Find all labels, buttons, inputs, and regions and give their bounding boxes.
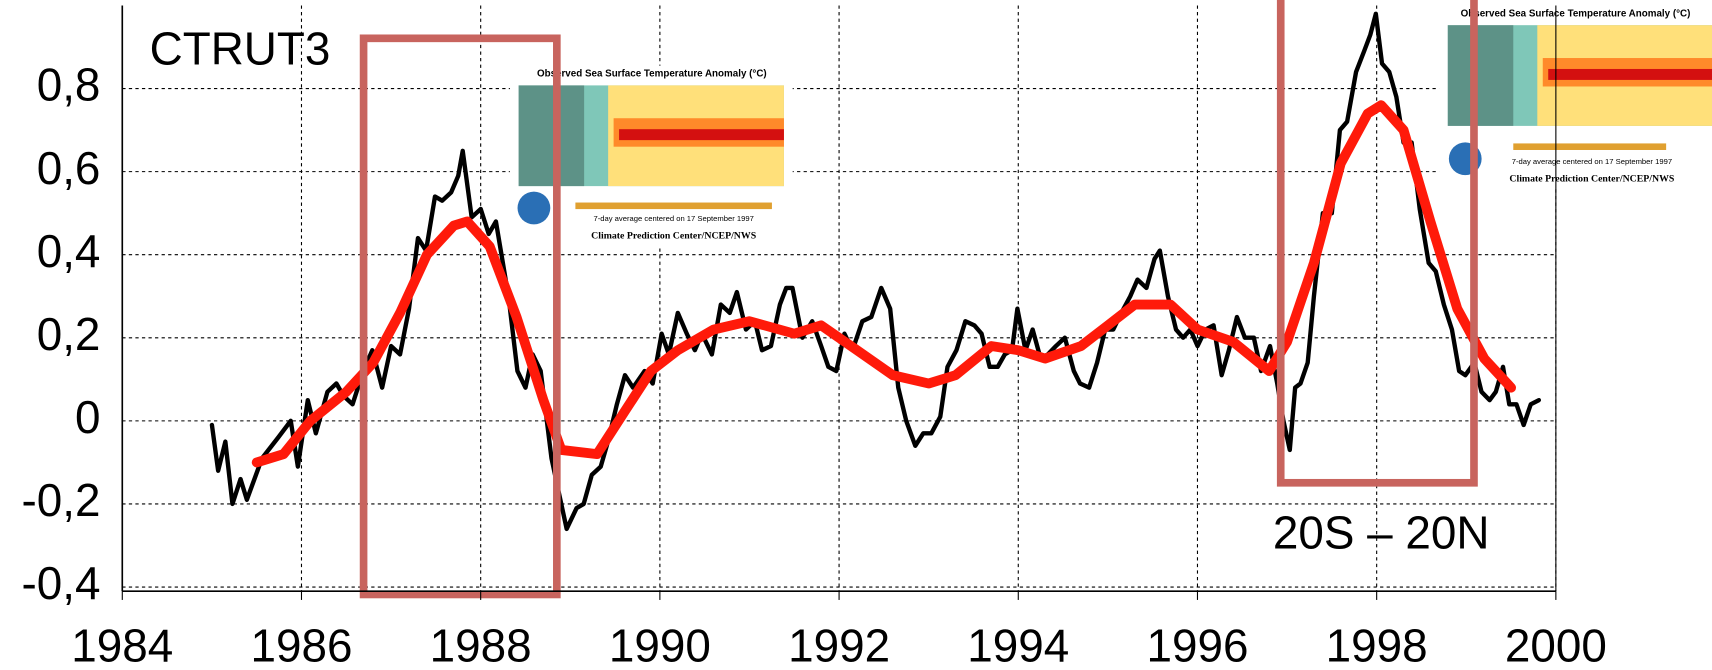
data-line [212,14,1539,529]
y-tick-label: 0,4 [37,225,101,277]
inset-map: Observed Sea Surface Temperature Anomaly… [1439,5,1712,188]
inset-land [1448,25,1514,126]
y-tick-label: 0 [75,391,100,443]
chart: Observed Sea Surface Temperature Anomaly… [0,0,1712,670]
smoothed-line [257,105,1511,462]
x-tick-label: 1994 [967,619,1069,670]
inset-land [519,85,585,186]
inset-credit: Climate Prediction Center/NCEP/NWS [1509,174,1675,185]
inset-colorbar [1513,143,1666,150]
inset-hottest [619,129,784,140]
inset-caption: 7-day average centered on 17 September 1… [1512,157,1672,166]
y-tick-label: -0,4 [21,557,100,609]
x-tick-label: 1990 [609,619,711,670]
inset-credit: Climate Prediction Center/NCEP/NWS [591,231,757,242]
inset-title: Observed Sea Surface Temperature Anomaly… [1461,8,1691,19]
inset-logo [518,192,551,225]
y-tick-label: 0,8 [37,59,101,111]
y-tick-label: 0,6 [37,142,101,194]
inset-colorbar [575,203,772,210]
page: Observed Sea Surface Temperature Anomaly… [0,0,1712,670]
x-tick-label: 1984 [71,619,173,670]
annotation: CTRUT3 [150,23,331,75]
x-tick-label: 1988 [430,619,532,670]
inset-hottest [1548,69,1712,80]
x-tick-label: 2000 [1505,619,1607,670]
inset-map: Observed Sea Surface Temperature Anomaly… [510,66,793,247]
x-tick-label: 1998 [1326,619,1428,670]
y-tick-label: -0,2 [21,474,100,526]
annotation: 20S – 20N [1273,507,1490,559]
x-tick-label: 1986 [250,619,352,670]
x-tick-label: 1996 [1146,619,1248,670]
inset-caption: 7-day average centered on 17 September 1… [593,214,753,223]
x-tick-label: 1992 [788,619,890,670]
y-tick-label: 0,2 [37,308,101,360]
inset-title: Observed Sea Surface Temperature Anomaly… [537,69,767,80]
